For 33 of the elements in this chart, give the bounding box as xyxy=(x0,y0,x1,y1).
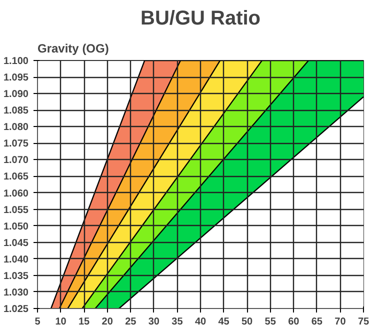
y-tick-label: 1.100 xyxy=(3,56,29,67)
y-tick-label: 1.030 xyxy=(3,287,29,298)
y-tick-label: 1.090 xyxy=(3,89,29,100)
y-tick-label: 1.045 xyxy=(3,238,29,249)
x-tick-label: 20 xyxy=(102,316,114,327)
y-tick-label: 1.065 xyxy=(3,172,29,183)
y-tick-label: 1.060 xyxy=(3,188,29,200)
y-tick-label: 1.055 xyxy=(3,204,29,216)
x-tick-label: 60 xyxy=(288,316,300,327)
x-tick-label: 25 xyxy=(125,316,137,327)
x-tick-label: 70 xyxy=(334,316,346,327)
x-tick-label: 50 xyxy=(242,316,254,327)
y-tick-label: 1.050 xyxy=(3,221,29,232)
x-tick-label: 55 xyxy=(264,316,276,327)
x-tick-label: 10 xyxy=(55,316,67,327)
chart-title: BU/GU Ratio xyxy=(140,8,260,30)
x-tick-label: 45 xyxy=(218,316,230,327)
y-tick-label: 1.025 xyxy=(3,304,29,315)
y-tick-label: 1.040 xyxy=(3,254,29,266)
y-tick-label: 1.095 xyxy=(3,72,29,84)
x-tick-label: 65 xyxy=(311,316,323,327)
x-tick-label: 30 xyxy=(148,316,160,327)
y-tick-label: 1.070 xyxy=(3,155,29,166)
y-tick-label: 1.075 xyxy=(3,138,29,150)
x-tick-label: 40 xyxy=(194,316,206,327)
x-tick-label: 35 xyxy=(172,316,184,327)
y-tick-label: 1.085 xyxy=(3,106,29,117)
x-tick-label: 5 xyxy=(34,316,41,327)
x-tick-label: 75 xyxy=(358,316,370,327)
y-axis-title: Gravity (OG) xyxy=(38,42,109,56)
x-tick-label: 15 xyxy=(78,316,90,327)
y-tick-label: 1.080 xyxy=(3,122,29,134)
y-tick-label: 1.035 xyxy=(3,270,29,282)
